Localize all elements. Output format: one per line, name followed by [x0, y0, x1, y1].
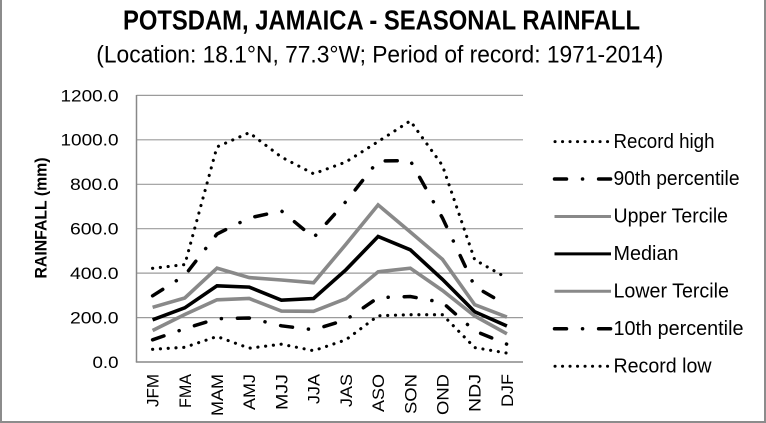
svg-text:200.0: 200.0: [70, 309, 119, 328]
svg-text:NDJ: NDJ: [466, 374, 485, 412]
svg-text:JFM: JFM: [144, 374, 163, 407]
svg-text:JAS: JAS: [337, 374, 356, 407]
svg-text:MAM: MAM: [208, 374, 227, 416]
svg-text:AMJ: AMJ: [240, 374, 259, 410]
svg-text:Upper Tercile: Upper Tercile: [614, 206, 729, 228]
svg-text:DJF: DJF: [498, 374, 517, 407]
svg-text:400.0: 400.0: [70, 264, 119, 283]
svg-text:Record high: Record high: [614, 131, 715, 153]
svg-text:POTSDAM, JAMAICA - SEASONAL RA: POTSDAM, JAMAICA - SEASONAL RAINFALL: [123, 4, 640, 35]
svg-text:(Location: 18.1°N, 77.3°W; Per: (Location: 18.1°N, 77.3°W; Period of rec…: [96, 42, 663, 69]
svg-text:Record low: Record low: [614, 355, 713, 377]
svg-text:JJA: JJA: [305, 373, 324, 404]
svg-text:MJJ: MJJ: [272, 374, 291, 410]
svg-text:1000.0: 1000.0: [61, 131, 119, 150]
svg-text:0.0: 0.0: [93, 353, 119, 372]
svg-text:SON: SON: [401, 374, 420, 414]
svg-text:10th percentile: 10th percentile: [614, 318, 744, 340]
svg-text:600.0: 600.0: [70, 220, 119, 239]
svg-text:Median: Median: [614, 243, 679, 265]
svg-text:ASO: ASO: [369, 374, 388, 412]
svg-text:90th percentile: 90th percentile: [614, 168, 740, 190]
svg-text:1200.0: 1200.0: [61, 86, 119, 105]
svg-text:Lower Tercile: Lower Tercile: [614, 281, 729, 303]
svg-text:800.0: 800.0: [70, 175, 119, 194]
svg-text:OND: OND: [434, 374, 453, 415]
svg-text:FMA: FMA: [176, 373, 195, 408]
svg-text:RAINFALL (mm): RAINFALL (mm): [32, 158, 51, 279]
